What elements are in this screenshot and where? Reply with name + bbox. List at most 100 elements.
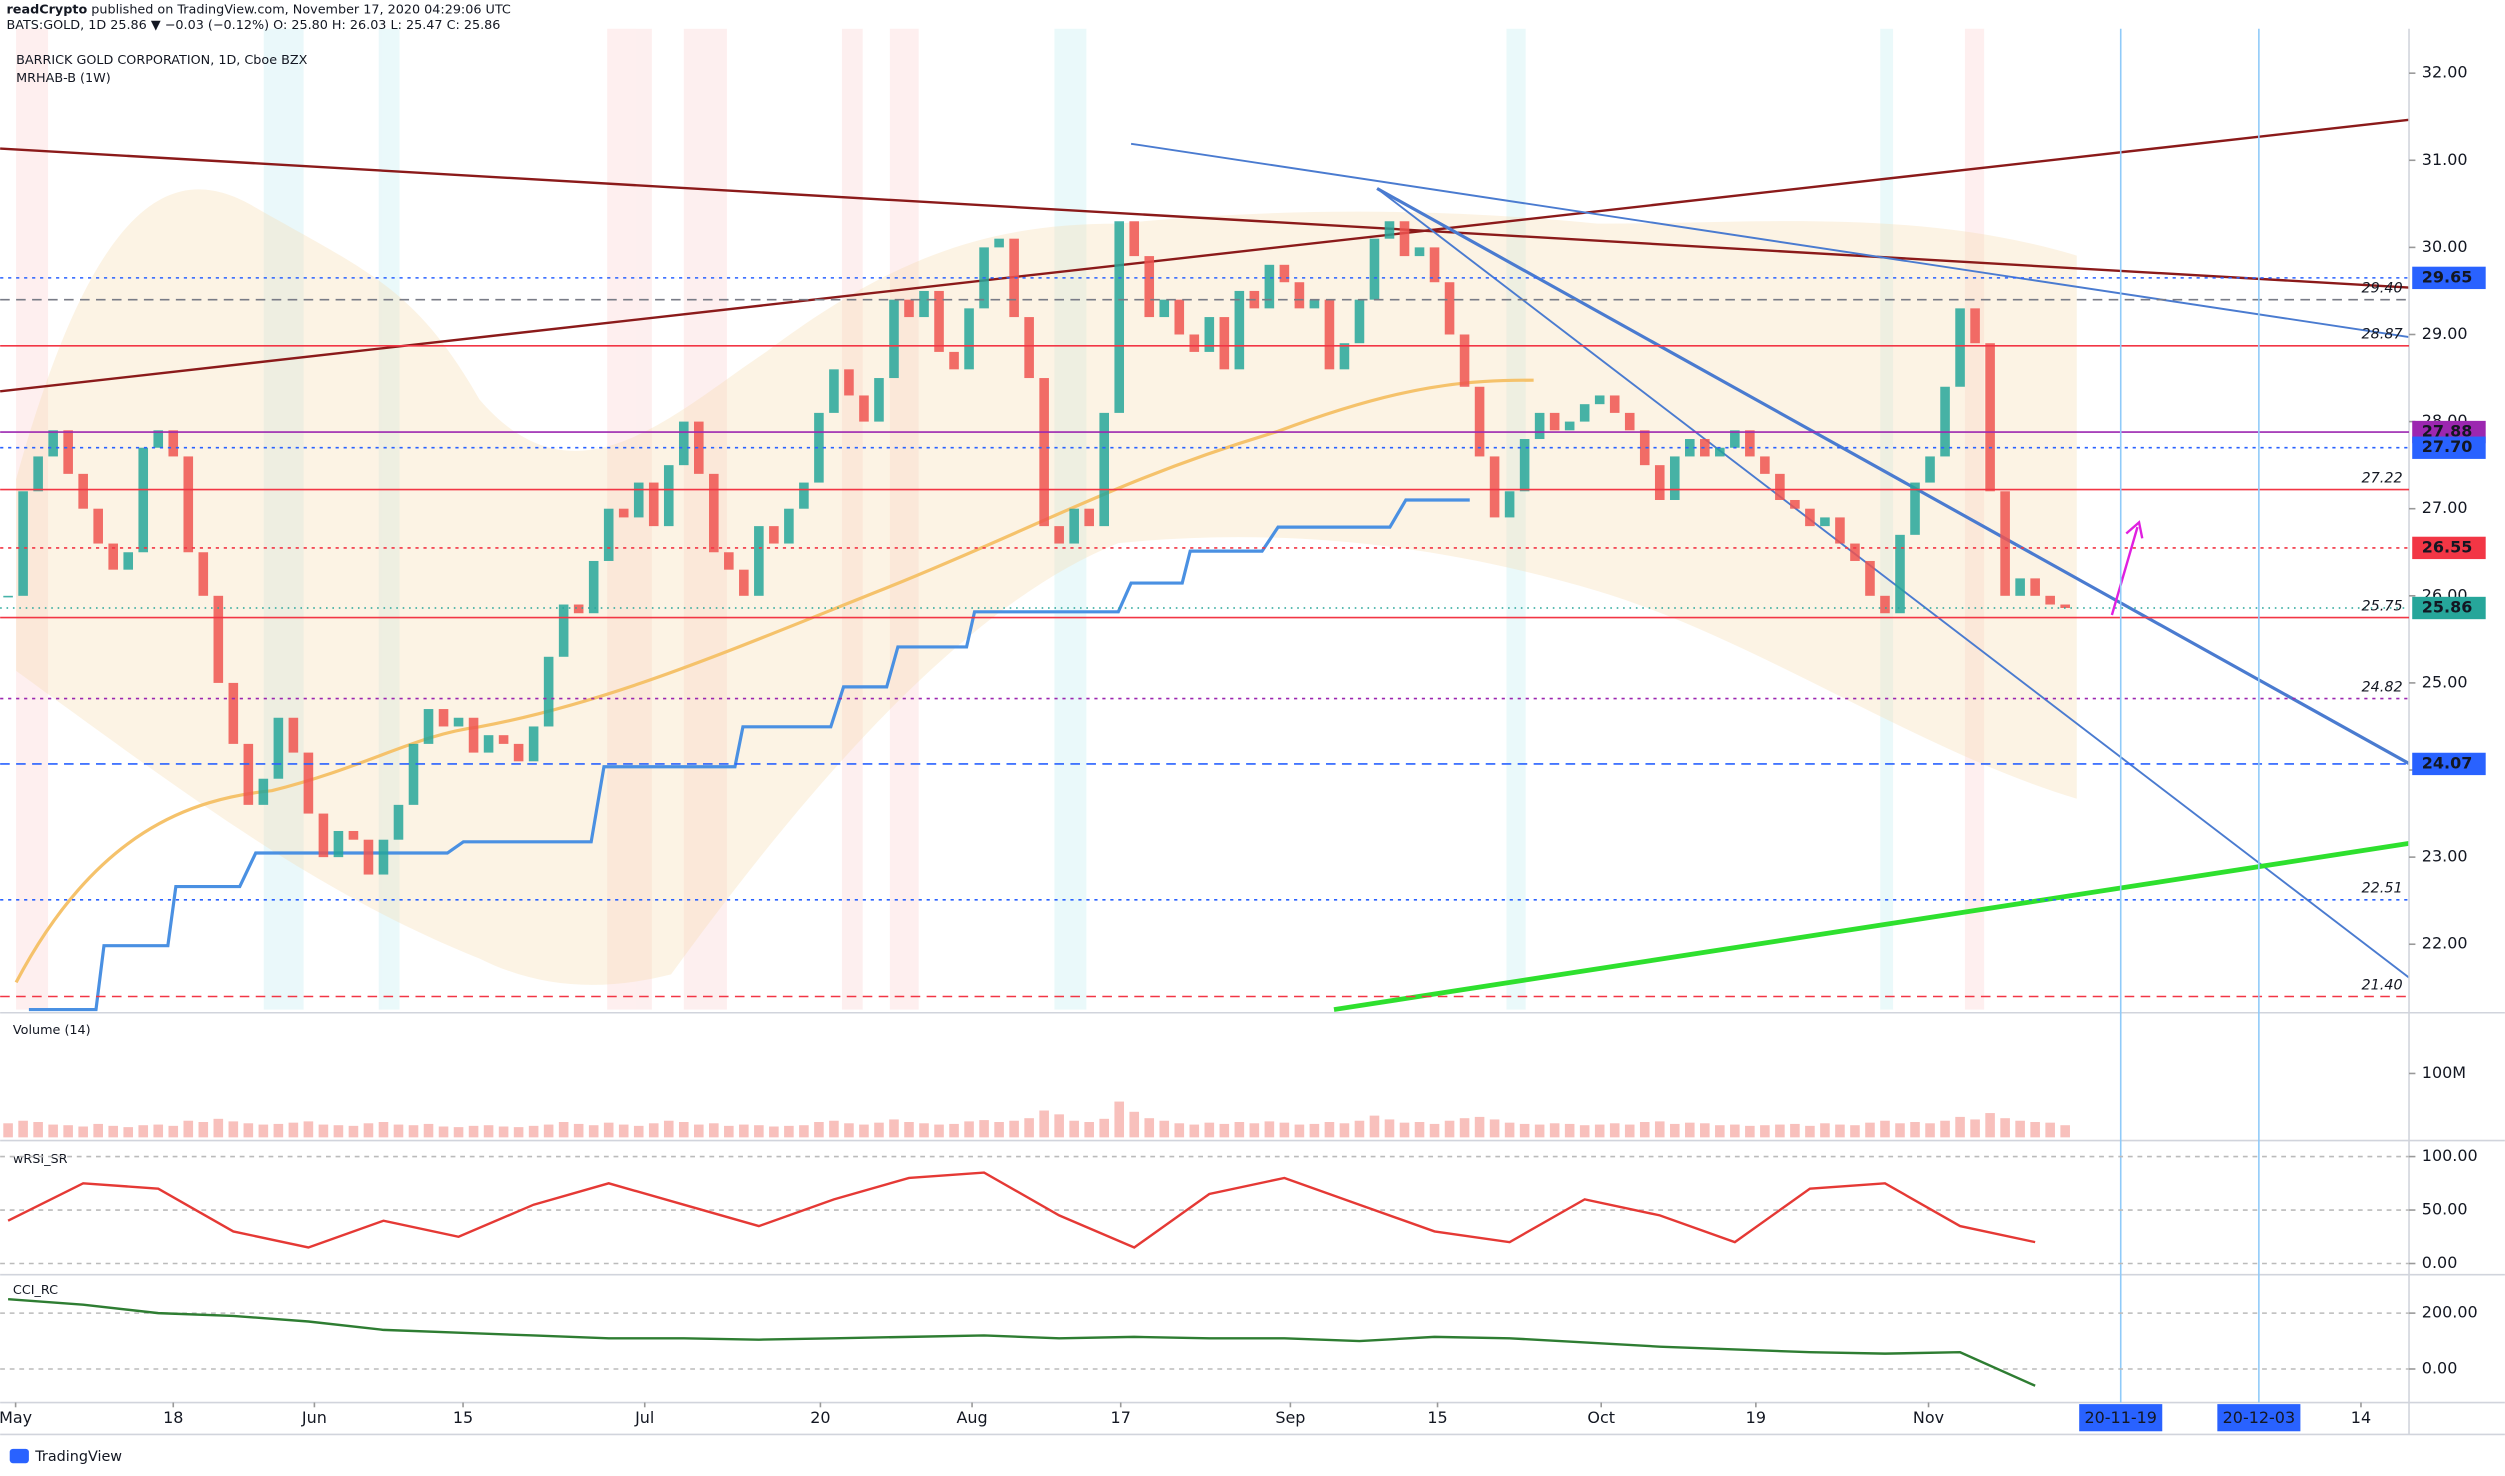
arrow [2110,526,2139,616]
volume-bar [949,1123,959,1138]
volume-bar [123,1127,134,1138]
volume-bar [528,1125,539,1138]
candle [1609,395,1620,413]
candle [1760,456,1770,474]
y-tick-label: 23.00 [2422,847,2468,866]
volume-bar [1654,1121,1665,1138]
candle [1114,221,1125,413]
volume-bar [1459,1118,1470,1138]
y-tick-label: 100M [2422,1063,2466,1082]
volume-bar [1639,1122,1650,1138]
arrow-head [2125,520,2144,539]
y-tick-label: 31.00 [2422,150,2468,169]
volume-bar [543,1124,554,1138]
candle [1474,386,1485,457]
volume-bar [93,1123,103,1138]
candle [108,543,118,570]
volume-bar [408,1125,419,1138]
candle [1324,299,1335,370]
volume-bar [1745,1125,1755,1138]
candle [1654,465,1665,500]
candle [769,526,779,544]
date-badge [2217,1404,2301,1432]
candle [558,604,569,657]
volume-bar [1489,1119,1500,1138]
candle [1459,334,1470,387]
candle [1219,317,1230,370]
volume-bar [1234,1122,1245,1138]
volume-bar [468,1125,479,1138]
y-tick-label: 30.00 [2422,237,2468,256]
price-badge-label: 27.88 [2422,422,2473,441]
candle [1294,282,1305,309]
volume-bar [1865,1122,1875,1138]
candle [183,456,194,553]
volume-bar [273,1123,284,1138]
volume-bar [303,1121,314,1138]
candle [1264,264,1275,309]
candle [198,552,209,596]
candle [228,682,239,744]
x-tick-label: 19 [1746,1408,1766,1427]
volume-bar [1760,1125,1770,1138]
candle [1534,412,1545,440]
panel-title: CCI_RC [13,1283,58,1298]
price-badge [2412,536,2486,560]
candle [138,447,149,553]
x-tick-label: 15 [453,1408,473,1427]
volume-bar [859,1124,869,1138]
candle [1805,508,1815,527]
candle [1579,404,1590,422]
volume-bar [663,1120,674,1138]
y-tick-label: 27.00 [2422,498,2468,517]
volume-bar [1129,1111,1140,1138]
volume-bar [1970,1119,1980,1138]
volume-bar [648,1123,659,1138]
volume-bar [258,1124,269,1138]
candle [904,299,914,318]
price-note: 22.51 [2362,881,2403,897]
candle [874,378,884,422]
published: published on TradingView.com, November 1… [91,2,511,17]
trend-line [1376,187,2410,979]
candle [288,717,299,753]
volume-bar [168,1125,179,1138]
candle [168,430,179,457]
volume-bar [558,1122,569,1138]
price-note: 29.40 [2362,280,2403,296]
volume-bar [693,1124,704,1138]
step-line [28,498,1470,1012]
volume-bar [1414,1122,1425,1138]
date-badge-label: 20-12-03 [2223,1408,2295,1427]
candle [513,743,524,762]
candle [1129,221,1140,257]
candle [693,421,704,474]
candle [844,369,854,396]
volume-bar [333,1125,344,1138]
candle [153,430,164,448]
volume-bar [1925,1123,1935,1138]
volume-bar [1624,1124,1635,1138]
band [683,28,727,1010]
indicator-line [7,1171,2036,1249]
candle [814,412,824,483]
price-note: 25.75 [2362,598,2403,614]
volume-bar [1685,1122,1695,1138]
x-tick-label: 14 [2351,1408,2371,1427]
volume-bar [904,1122,914,1138]
volume-bar [979,1120,989,1138]
publisher: readCrypto [7,2,88,17]
candle [1369,238,1380,300]
trend-line [1130,142,2410,338]
candle [1174,299,1185,335]
candle [363,839,374,875]
volume-bar [1204,1122,1215,1138]
candle [93,508,103,544]
candle [709,473,719,553]
candle [1144,256,1155,318]
volume-bar [1940,1120,1950,1138]
candle [1820,517,1830,527]
y-tick-label: 0.00 [2422,1253,2458,1272]
volume-bar [1444,1120,1455,1138]
candle [784,508,794,544]
